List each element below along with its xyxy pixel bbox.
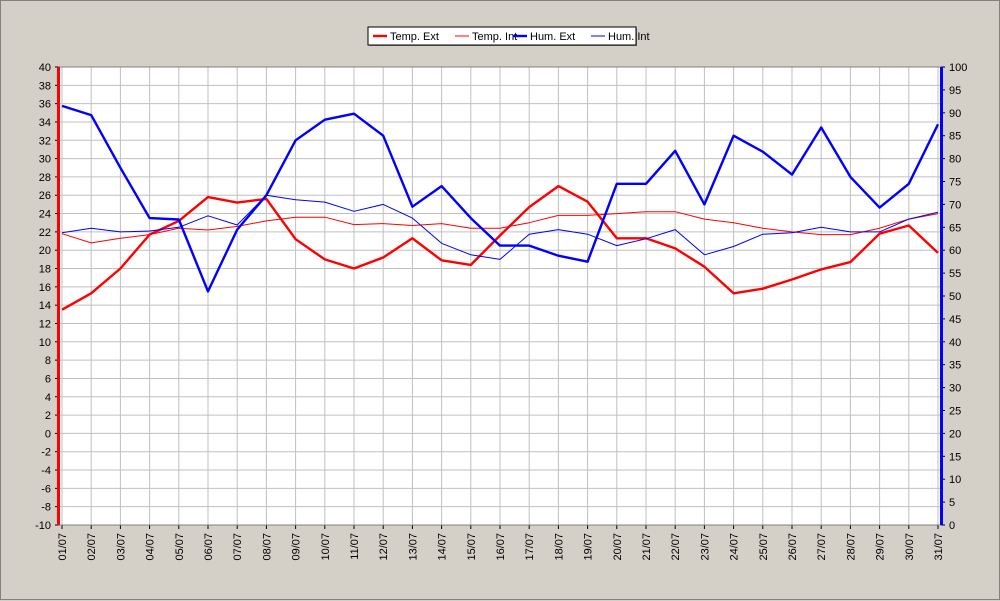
left-tick-label: 38 (39, 80, 51, 92)
right-tick-label: 90 (949, 108, 961, 120)
series-lines (61, 104, 940, 311)
legend-entry: Temp. Int (472, 31, 517, 43)
right-tick-label: 95 (949, 85, 961, 97)
right-tick-label: 45 (949, 314, 961, 326)
right-tick-label: 40 (949, 337, 961, 349)
x-tick-label: 03/07 (115, 533, 127, 561)
right-tick-label: 35 (949, 360, 961, 372)
axes: -10-8-6-4-202468101214161820222426283032… (35, 62, 967, 561)
x-tick-label: 17/07 (524, 533, 536, 561)
right-tick-label: 75 (949, 177, 961, 189)
left-tick-label: 28 (39, 172, 51, 184)
right-tick-label: 25 (949, 406, 961, 418)
legend: Temp. Ext Temp. Int Hum. Ext Hum. Int (367, 26, 650, 46)
right-tick-label: 10 (949, 474, 961, 486)
x-tick-label: 07/07 (232, 533, 244, 561)
right-tick-label: 30 (949, 383, 961, 395)
left-tick-label: -8 (41, 502, 51, 514)
left-tick-label: 8 (45, 355, 51, 367)
legend-entry: Hum. Int (608, 31, 650, 43)
left-tick-label: 24 (39, 209, 51, 221)
series-line-temp-int (61, 211, 939, 244)
right-tick-label: 15 (949, 451, 961, 463)
left-tick-label: 16 (39, 282, 51, 294)
left-axis-bar (57, 67, 60, 525)
x-tick-label: 09/07 (291, 533, 303, 561)
x-tick-label: 20/07 (612, 533, 624, 561)
x-tick-label: 19/07 (583, 533, 595, 561)
x-tick-label: 16/07 (495, 533, 507, 561)
left-tick-label: -6 (41, 483, 51, 495)
right-tick-label: 20 (949, 428, 961, 440)
x-tick-label: 21/07 (641, 533, 653, 561)
x-tick-label: 23/07 (699, 533, 711, 561)
left-tick-label: 6 (45, 373, 51, 385)
left-tick-label: -10 (35, 520, 51, 532)
left-tick-label: 18 (39, 264, 51, 276)
x-tick-label: 04/07 (145, 533, 157, 561)
left-tick-label: 0 (45, 428, 51, 440)
legend-entry: Temp. Ext (390, 31, 439, 43)
right-tick-label: 85 (949, 131, 961, 143)
left-tick-label: 36 (39, 99, 51, 111)
left-tick-label: 4 (45, 392, 51, 404)
left-tick-label: -4 (41, 465, 51, 477)
x-tick-label: 01/07 (57, 533, 69, 561)
right-axis-bar (940, 67, 943, 525)
right-tick-label: 50 (949, 291, 961, 303)
x-tick-label: 02/07 (86, 533, 98, 561)
grid-lines (59, 66, 941, 526)
x-tick-label: 08/07 (261, 533, 273, 561)
x-tick-label: 15/07 (466, 533, 478, 561)
right-tick-label: 60 (949, 245, 961, 257)
left-tick-label: 12 (39, 318, 51, 330)
right-tick-label: 70 (949, 199, 961, 211)
legend-entry: Hum. Ext (530, 31, 575, 43)
series-line-hum-ext (61, 104, 940, 293)
x-tick-label: 06/07 (203, 533, 215, 561)
x-tick-label: 28/07 (845, 533, 857, 561)
x-tick-label: 27/07 (816, 533, 828, 561)
right-tick-label: 100 (949, 62, 967, 74)
left-tick-label: 32 (39, 135, 51, 147)
left-tick-label: -2 (41, 447, 51, 459)
x-tick-label: 29/07 (875, 533, 887, 561)
legend-box (367, 26, 637, 46)
series-line-hum-int (61, 194, 939, 260)
x-tick-label: 05/07 (174, 533, 186, 561)
left-tick-label: 2 (45, 410, 51, 422)
x-tick-label: 13/07 (407, 533, 419, 561)
x-tick-label: 26/07 (787, 533, 799, 561)
left-tick-label: 10 (39, 337, 51, 349)
left-tick-label: 34 (39, 117, 51, 129)
right-tick-label: 0 (949, 520, 955, 532)
x-tick-label: 12/07 (378, 533, 390, 561)
left-tick-label: 22 (39, 227, 51, 239)
left-tick-label: 20 (39, 245, 51, 257)
left-tick-label: 26 (39, 190, 51, 202)
x-tick-label: 11/07 (349, 533, 361, 560)
right-tick-label: 55 (949, 268, 961, 280)
x-tick-label: 31/07 (933, 533, 945, 561)
x-tick-label: 18/07 (553, 533, 565, 561)
left-tick-label: 30 (39, 154, 51, 166)
x-tick-label: 30/07 (904, 533, 916, 561)
x-tick-label: 25/07 (758, 533, 770, 561)
x-tick-label: 10/07 (320, 533, 332, 561)
x-tick-label: 14/07 (437, 533, 449, 561)
left-tick-label: 14 (39, 300, 51, 312)
series-line-temp-ext (61, 184, 939, 311)
right-tick-label: 65 (949, 222, 961, 234)
x-tick-label: 24/07 (729, 533, 741, 561)
x-tick-label: 22/07 (670, 533, 682, 561)
right-tick-label: 5 (949, 497, 955, 509)
left-tick-label: 40 (39, 62, 51, 74)
right-tick-label: 80 (949, 154, 961, 166)
